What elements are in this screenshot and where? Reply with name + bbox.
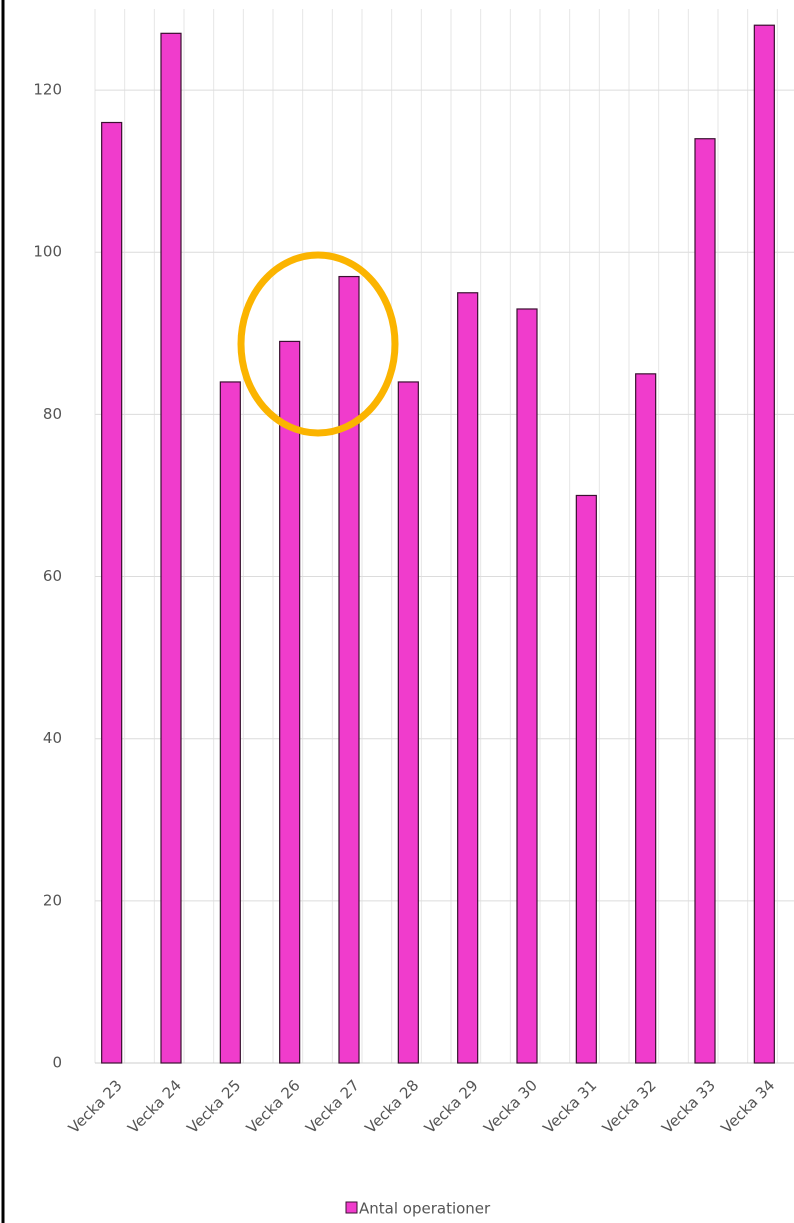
- bar: [694, 138, 716, 1064]
- x-tick-label: Vecka 25: [183, 1076, 244, 1137]
- bar: [753, 24, 775, 1064]
- y-tick-label: 120: [33, 81, 62, 99]
- legend-swatch: [345, 1201, 358, 1214]
- y-tick-label: 20: [43, 891, 62, 909]
- y-tick-label: 60: [43, 567, 62, 585]
- x-tick-label: Vecka 27: [302, 1076, 363, 1137]
- bar: [279, 340, 301, 1064]
- bar: [516, 308, 538, 1064]
- x-tick-label: Vecka 32: [599, 1076, 660, 1137]
- x-tick-label: Vecka 33: [658, 1076, 719, 1137]
- bar: [397, 381, 419, 1064]
- x-tick-label: Vecka 30: [480, 1076, 541, 1137]
- bar: [160, 32, 182, 1064]
- bar: [575, 494, 597, 1064]
- bar: [219, 381, 241, 1064]
- x-tick-label: Vecka 31: [539, 1076, 600, 1137]
- x-tick-label: Vecka 23: [65, 1076, 126, 1137]
- bar: [457, 292, 479, 1064]
- x-tick-label: Vecka 24: [124, 1076, 185, 1137]
- bar: [635, 373, 657, 1064]
- bar: [101, 121, 123, 1064]
- y-tick-label: 80: [43, 405, 62, 423]
- legend-label: Antal operationer: [359, 1200, 491, 1218]
- bar: [338, 275, 360, 1064]
- y-tick-label: 100: [33, 243, 62, 261]
- x-tick-label: Vecka 28: [361, 1076, 422, 1137]
- x-tick-label: Vecka 29: [421, 1076, 482, 1137]
- y-tick-label: 0: [52, 1054, 62, 1072]
- x-tick-label: Vecka 26: [243, 1076, 304, 1137]
- y-tick-label: 40: [43, 729, 62, 747]
- highlight-circle: [237, 251, 399, 437]
- x-tick-label: Vecka 34: [717, 1076, 778, 1137]
